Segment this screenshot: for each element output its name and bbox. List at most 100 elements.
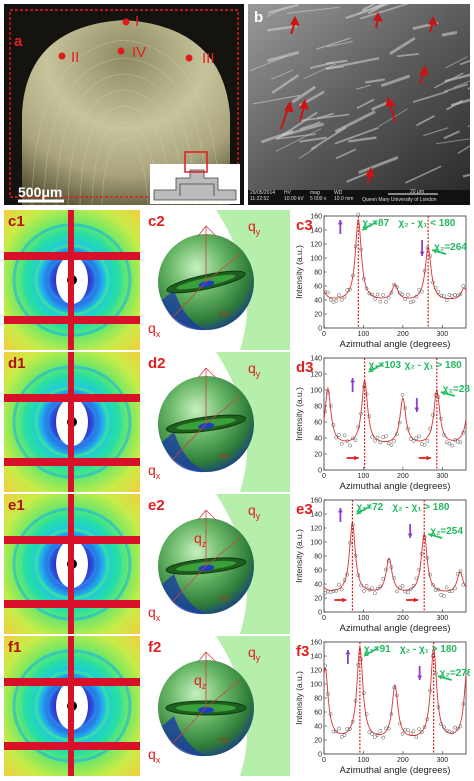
data-point bbox=[386, 441, 391, 446]
data-point bbox=[461, 284, 466, 288]
x-axis-title: Azimuthal angle (degrees) bbox=[340, 339, 451, 350]
y-tick-label: 60 bbox=[314, 710, 322, 717]
plot-panel-label: c3 bbox=[296, 217, 313, 234]
data-point bbox=[339, 441, 344, 446]
data-point bbox=[428, 426, 432, 431]
sem-strand bbox=[441, 30, 458, 37]
data-point bbox=[348, 540, 352, 545]
saxs-panel-label: c1 bbox=[8, 213, 25, 230]
y-tick-label: 120 bbox=[310, 242, 322, 249]
data-point bbox=[337, 726, 341, 731]
qx-axis-label: qx bbox=[148, 604, 161, 623]
data-point bbox=[406, 728, 410, 733]
saxs-pattern-panel: e1 bbox=[4, 494, 140, 634]
data-point bbox=[450, 589, 455, 593]
data-point bbox=[403, 406, 408, 410]
data-point bbox=[348, 727, 352, 731]
data-point bbox=[361, 385, 366, 389]
data-point bbox=[419, 289, 424, 294]
sem-strand bbox=[298, 146, 318, 159]
data-point bbox=[455, 726, 460, 731]
data-point bbox=[433, 671, 438, 675]
data-point bbox=[453, 725, 457, 730]
axis-lines bbox=[171, 225, 241, 319]
sem-strand bbox=[444, 83, 468, 93]
sem-wd-label: WD bbox=[334, 190, 343, 196]
y-tick-label: 60 bbox=[314, 284, 322, 291]
model-panel: c2 qy qx bbox=[144, 210, 290, 350]
data-point bbox=[408, 731, 413, 736]
data-point bbox=[364, 712, 369, 717]
azimuthal-plot-panel: 0 20 40 60 80 100 120 140 160 0 100 200 300 χ₁=91 χ₂ -… bbox=[294, 636, 470, 776]
x-tick-label: 200 bbox=[397, 615, 409, 622]
data-point bbox=[342, 433, 347, 438]
data-point bbox=[389, 443, 394, 447]
data-point bbox=[359, 411, 363, 416]
data-point bbox=[356, 573, 361, 578]
data-point bbox=[386, 726, 391, 731]
model-panel: d2 qy qx bbox=[144, 352, 290, 492]
x-axis-title: Azimuthal angle (degrees) bbox=[340, 623, 451, 634]
y-tick-label: 0 bbox=[318, 326, 322, 333]
data-point bbox=[381, 735, 386, 740]
qy-axis-label: qy bbox=[248, 502, 261, 521]
sem-strand bbox=[358, 155, 399, 174]
data-point bbox=[450, 443, 455, 448]
chi2-annotation: χ₂=278 bbox=[440, 668, 470, 679]
axis-lines bbox=[171, 509, 241, 603]
data-point bbox=[328, 712, 333, 717]
data-point bbox=[458, 569, 463, 574]
y-tick-label: 140 bbox=[310, 228, 322, 235]
data-point bbox=[389, 290, 394, 295]
data-point bbox=[397, 290, 402, 295]
model-panel-label: f2 bbox=[148, 639, 162, 656]
data-point bbox=[422, 268, 427, 273]
plot-panel-label: e3 bbox=[296, 501, 313, 518]
y-tick-label: 140 bbox=[310, 654, 322, 661]
data-point bbox=[461, 701, 466, 706]
data-point bbox=[386, 558, 391, 563]
x-tick-label: 300 bbox=[436, 757, 448, 764]
model-graphic bbox=[158, 494, 290, 634]
data-point bbox=[397, 586, 402, 590]
data-point bbox=[442, 725, 446, 729]
data-point bbox=[428, 688, 432, 693]
data-point bbox=[439, 416, 443, 421]
model-graphic bbox=[158, 352, 290, 492]
sem-strand bbox=[252, 94, 301, 105]
data-point bbox=[370, 586, 374, 591]
plot-frame bbox=[323, 641, 467, 755]
qx-axis-label: qx bbox=[148, 746, 161, 765]
y-tick-label: 100 bbox=[310, 540, 322, 547]
data-point bbox=[417, 287, 421, 292]
data-point bbox=[326, 390, 330, 395]
chi-relation-annotation: χ₂ - χ₁ > 180 bbox=[400, 644, 457, 655]
y-tick-label: 140 bbox=[310, 356, 322, 363]
sem-strand bbox=[271, 74, 300, 94]
data-point bbox=[392, 685, 397, 690]
data-point bbox=[395, 693, 399, 698]
y-tick-label: 20 bbox=[314, 596, 322, 603]
data-point bbox=[356, 424, 361, 429]
sem-strand bbox=[360, 4, 409, 20]
data-point bbox=[367, 587, 372, 592]
sem-strand bbox=[444, 56, 468, 69]
x-tick-label: 0 bbox=[322, 331, 326, 338]
sem-strand bbox=[356, 98, 375, 110]
sem-strand bbox=[275, 111, 318, 141]
sem-strand bbox=[303, 63, 336, 80]
data-point bbox=[400, 731, 405, 736]
data-point bbox=[361, 276, 366, 281]
x-tick-label: 100 bbox=[358, 757, 370, 764]
data-point bbox=[375, 586, 380, 591]
data-point bbox=[334, 729, 339, 734]
data-point bbox=[436, 587, 441, 592]
data-point bbox=[331, 589, 336, 594]
y-tick-label: 120 bbox=[310, 668, 322, 675]
sem-strand bbox=[335, 148, 357, 160]
saxs-panel-label: e1 bbox=[8, 497, 25, 514]
data-point bbox=[447, 589, 452, 594]
data-point bbox=[395, 285, 399, 289]
data-point bbox=[337, 582, 341, 587]
data-point bbox=[339, 734, 344, 739]
